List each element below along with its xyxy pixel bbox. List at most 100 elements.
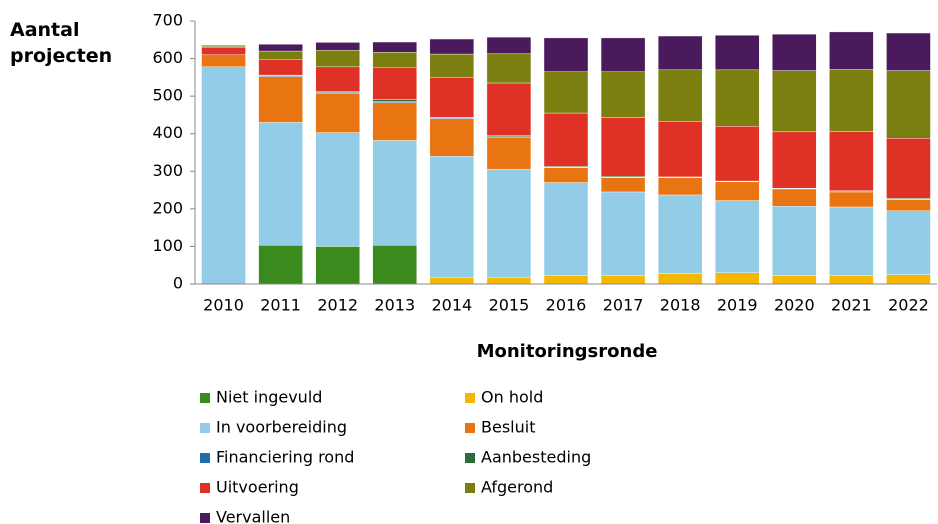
x-tick-label: 2011 [260, 296, 301, 315]
bar-segment [372, 67, 417, 100]
bar-segment [201, 45, 246, 47]
bar-segment [429, 38, 475, 55]
bar-segment [486, 82, 532, 136]
bar-segment [829, 31, 874, 70]
bar-segment [715, 35, 760, 71]
bar-segment [600, 275, 646, 285]
bar-segment [372, 99, 417, 102]
bar-segment [772, 275, 817, 285]
bar-segment [715, 125, 760, 182]
bar-segment [201, 47, 246, 56]
y-tick-label: 100 [152, 236, 183, 255]
bar-segment [486, 36, 532, 54]
bar-segment [600, 191, 646, 276]
x-tick-label: 2015 [489, 296, 530, 315]
bar-segment [315, 42, 360, 51]
bar-segment [372, 41, 417, 53]
legend-label: In voorbereiding [216, 418, 347, 437]
bar-segment [486, 277, 532, 285]
bar-segment [201, 54, 246, 68]
bar-segment [315, 50, 360, 68]
bar-segment [886, 210, 931, 275]
legend-swatch [200, 393, 210, 403]
bar-segment [429, 53, 475, 78]
legend-label: Aanbesteding [481, 448, 591, 467]
bar-segment [600, 117, 646, 177]
x-tick-label: 2018 [660, 296, 701, 315]
x-tick-label: 2013 [374, 296, 415, 315]
bar-segment [486, 53, 532, 84]
y-tick-label: 700 [152, 11, 183, 30]
bar-segment [600, 37, 646, 72]
bar-segment [315, 246, 360, 285]
legend-swatch [465, 453, 475, 463]
legend-swatch [200, 513, 210, 523]
bar-segment [372, 102, 417, 141]
legend-swatch [465, 393, 475, 403]
bar-segment [429, 77, 475, 118]
bar-segment [258, 50, 303, 60]
y-axis-label: Aantal projecten [10, 19, 113, 67]
bar-segment [258, 122, 303, 246]
bar-segment [657, 35, 703, 71]
bar-segment [258, 245, 303, 285]
bar-segment [258, 44, 303, 52]
x-tick-label: 2014 [431, 296, 472, 315]
bar-segment [315, 132, 360, 247]
legend-swatch [465, 483, 475, 493]
bar-segment [772, 70, 817, 133]
bar-segment [543, 182, 589, 276]
bar-segment [657, 69, 703, 122]
legend-label: Niet ingevuld [216, 388, 322, 407]
bar-segment [543, 275, 589, 285]
legend-label: Uitvoering [216, 478, 299, 497]
bar-segment [315, 66, 360, 92]
x-tick-label: 2022 [888, 296, 929, 315]
bar-segment [829, 191, 874, 208]
bar-segment [543, 167, 589, 183]
x-tick-label: 2021 [831, 296, 872, 315]
bar-segment [886, 32, 931, 71]
bar-segment [772, 33, 817, 71]
x-tick-label: 2010 [203, 296, 244, 315]
y-tick-label: 500 [152, 86, 183, 105]
bar-segment [201, 66, 246, 285]
bar-segment [772, 131, 817, 189]
bar-segment [657, 194, 703, 274]
bar-segment [600, 71, 646, 118]
bar-segment [772, 188, 817, 207]
legend-label: Afgerond [481, 478, 553, 497]
y-tick-label: 300 [152, 161, 183, 180]
bar-segment [543, 112, 589, 167]
bar-segment [829, 131, 874, 192]
bar-segment [657, 121, 703, 178]
bar-segment [372, 51, 417, 68]
legend-swatch [200, 453, 210, 463]
bar-segment [486, 137, 532, 170]
bar-segment [372, 140, 417, 246]
bar-segment [715, 200, 760, 273]
legend-label: Financiering rond [216, 448, 354, 467]
y-tick-label: 200 [152, 198, 183, 217]
bar-segment [886, 274, 931, 285]
legend-swatch [465, 423, 475, 433]
y-tick-label: 600 [152, 48, 183, 67]
bar-segment [429, 156, 475, 278]
x-tick-label: 2016 [546, 296, 587, 315]
y-tick-label: 0 [173, 274, 183, 293]
legend-swatch [200, 423, 210, 433]
bar-segment [429, 118, 475, 157]
bar-segment [829, 206, 874, 276]
bar-segment [486, 169, 532, 278]
bar-segment [600, 177, 646, 193]
y-tick-label: 400 [152, 123, 183, 142]
bar-segment [715, 69, 760, 127]
x-axis-label: Monitoringsronde [477, 341, 658, 362]
bar-segment [543, 37, 589, 72]
bar-segment [657, 177, 703, 196]
legend-label: Vervallen [216, 508, 290, 524]
bar-segment [657, 273, 703, 285]
bar-segment [715, 181, 760, 201]
